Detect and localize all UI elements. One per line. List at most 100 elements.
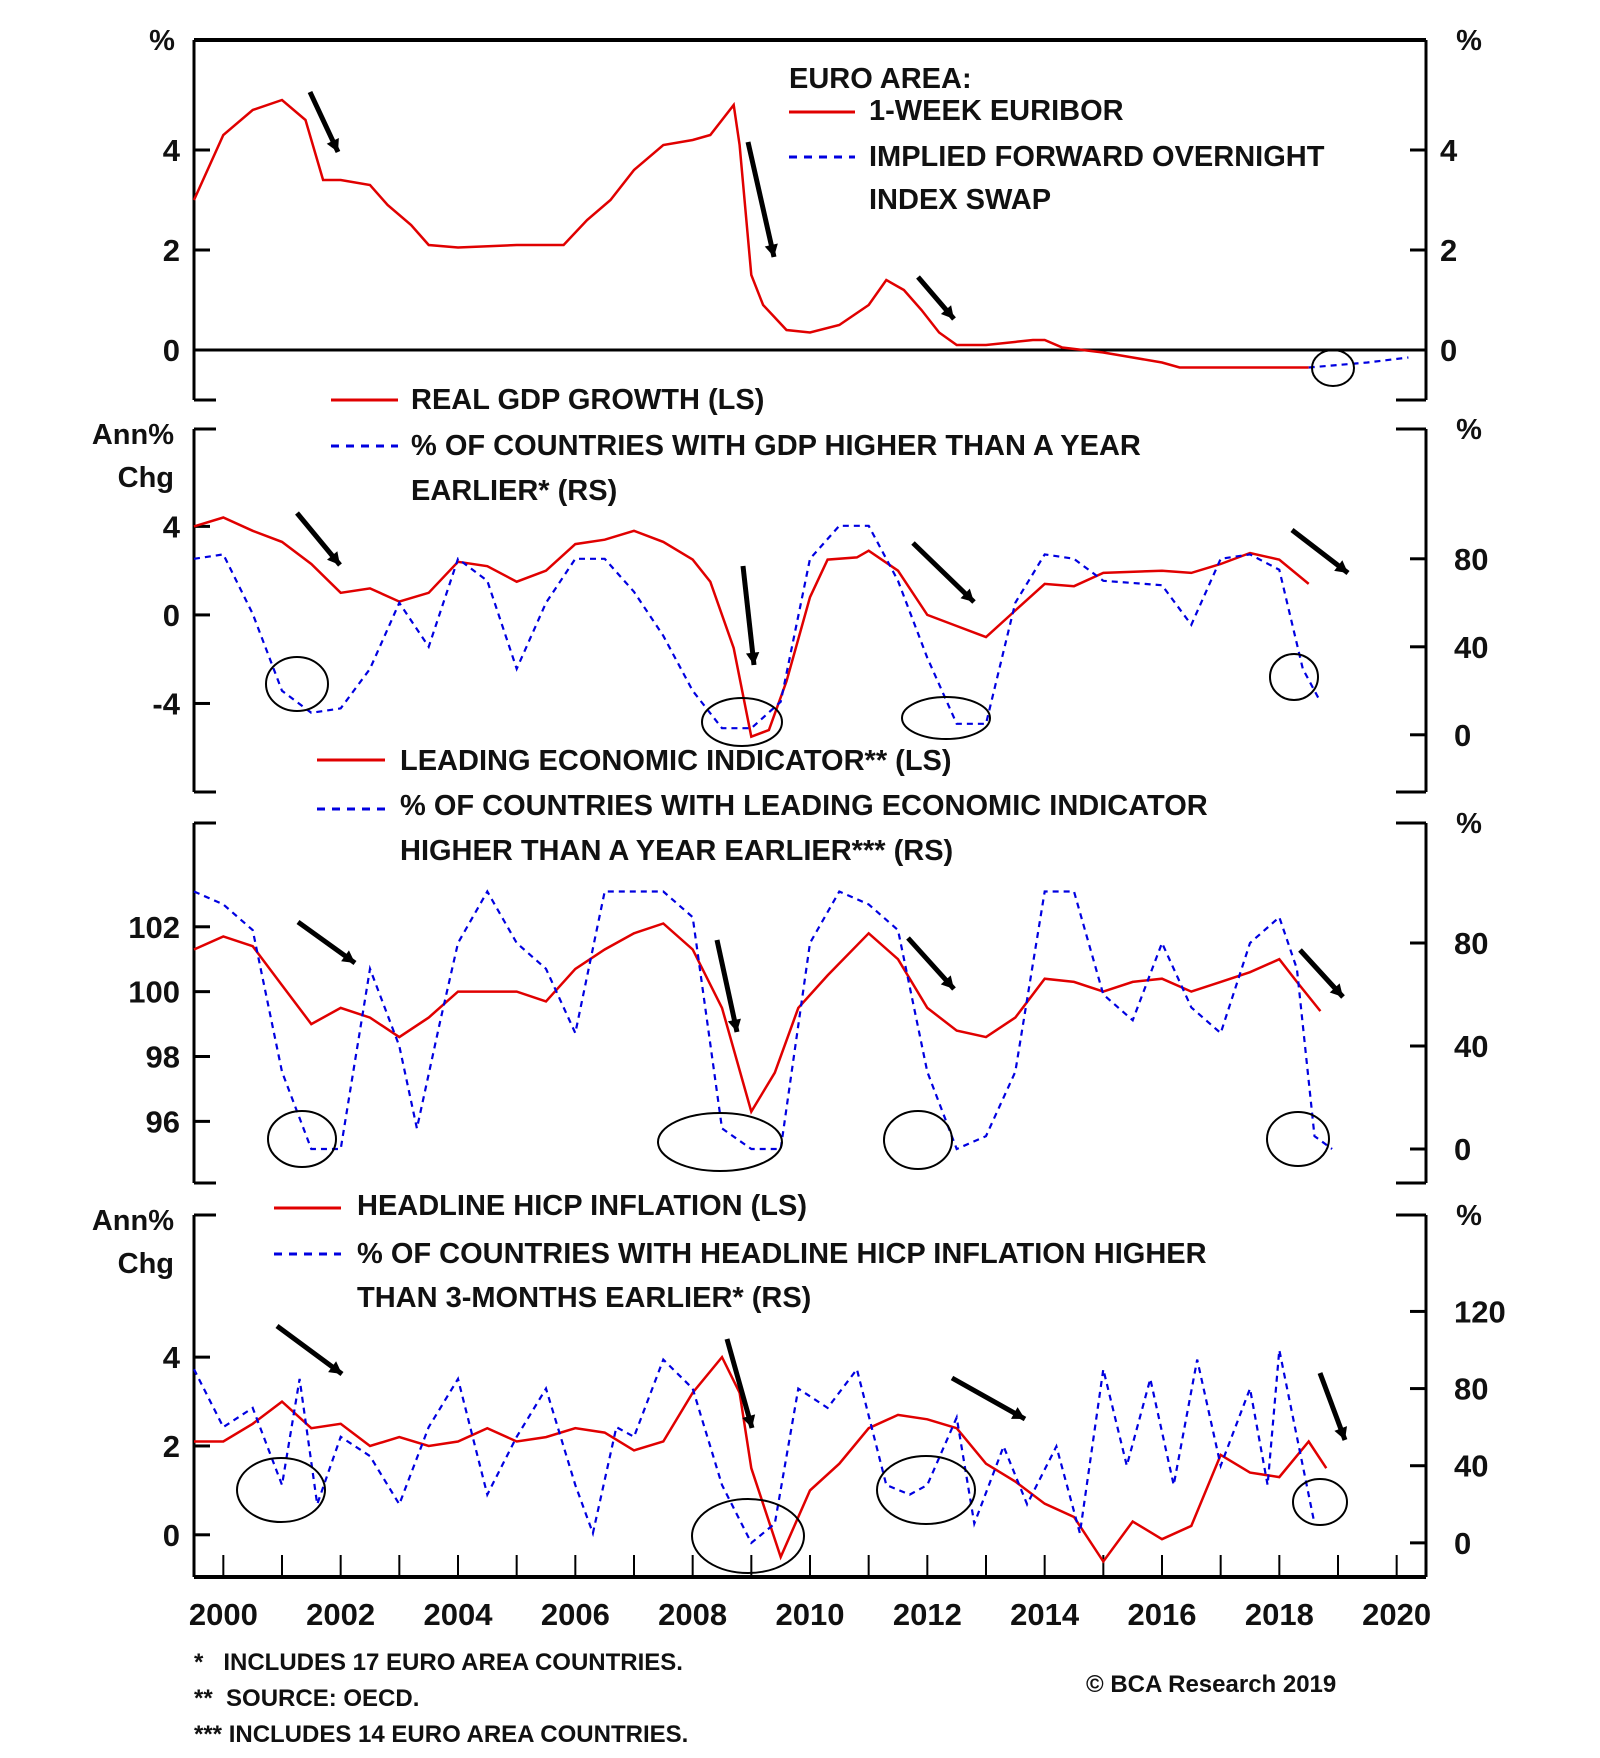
series-line-red bbox=[192, 98, 1309, 369]
legend-label: EARLIER* (RS) bbox=[411, 475, 617, 507]
arrowhead-icon bbox=[326, 551, 340, 565]
panel-hicp bbox=[192, 1206, 1428, 1579]
x-tick-label: 2016 bbox=[1128, 1597, 1197, 1632]
y-tick-label-left: 0 bbox=[163, 598, 180, 633]
x-tick-label: 2020 bbox=[1362, 1597, 1431, 1632]
arrowhead-icon bbox=[742, 1414, 756, 1428]
left-unit-label: Ann% bbox=[92, 1205, 174, 1237]
y-tick-label-right: 40 bbox=[1454, 1029, 1488, 1064]
highlight-circle bbox=[701, 697, 783, 747]
legend-label: REAL GDP GROWTH (LS) bbox=[411, 384, 764, 416]
y-tick-label-left: 4 bbox=[163, 509, 181, 544]
x-tick-label: 2002 bbox=[306, 1597, 375, 1632]
legend-label: INDEX SWAP bbox=[869, 184, 1051, 216]
annotation-arrows bbox=[275, 90, 1350, 1441]
panel-gdp bbox=[192, 398, 1428, 794]
arrowhead-icon bbox=[341, 950, 355, 963]
y-tick-label-right: 80 bbox=[1454, 542, 1488, 577]
arrow-icon bbox=[911, 541, 976, 604]
x-tick-label: 2014 bbox=[1010, 1597, 1080, 1632]
footnote: * INCLUDES 17 EURO AREA COUNTRIES. bbox=[194, 1649, 683, 1676]
arrow-icon bbox=[275, 1323, 344, 1377]
y-tick-label-right: 0 bbox=[1454, 1132, 1471, 1167]
arrowhead-icon bbox=[764, 243, 778, 257]
y-tick-label-left: 102 bbox=[128, 910, 180, 945]
right-unit-label: % bbox=[1456, 414, 1482, 446]
y-tick-label-left: 2 bbox=[163, 1429, 180, 1464]
panel-lei bbox=[192, 758, 1428, 1185]
arrowhead-icon bbox=[328, 1361, 342, 1374]
footnote: *** INCLUDES 14 EURO AREA COUNTRIES. bbox=[194, 1721, 688, 1748]
y-tick-label-left: 4 bbox=[163, 133, 181, 168]
highlight-circle bbox=[1311, 349, 1355, 387]
legend-label: % OF COUNTRIES WITH HEADLINE HICP INFLAT… bbox=[357, 1238, 1207, 1270]
y-tick-label-right: 0 bbox=[1440, 333, 1457, 368]
highlight-circle bbox=[267, 1110, 337, 1168]
y-tick-label-left: 0 bbox=[163, 333, 180, 368]
legend-label: 1-WEEK EURIBOR bbox=[869, 95, 1124, 127]
arrow-icon bbox=[745, 141, 777, 258]
arrowhead-icon bbox=[940, 975, 954, 989]
copyright: © BCA Research 2019 bbox=[1086, 1671, 1336, 1698]
series-line-blue bbox=[193, 889, 1333, 1151]
footnote: ** SOURCE: OECD. bbox=[194, 1685, 419, 1712]
y-tick-label-left: 0 bbox=[163, 1518, 180, 1553]
series-line-blue bbox=[193, 1349, 1316, 1545]
legend-label: HIGHER THAN A YEAR EARLIER*** (RS) bbox=[400, 835, 953, 867]
highlight-circle bbox=[1269, 653, 1319, 701]
legend-label: LEADING ECONOMIC INDICATOR** (LS) bbox=[400, 745, 952, 777]
x-tick-label: 2004 bbox=[424, 1597, 494, 1632]
highlight-circle bbox=[876, 1455, 976, 1525]
y-tick-label-right: 120 bbox=[1454, 1294, 1506, 1329]
arrow-icon bbox=[950, 1375, 1027, 1422]
highlight-circle bbox=[691, 1498, 805, 1574]
y-tick-label-right: 40 bbox=[1454, 630, 1488, 665]
arrowhead-icon bbox=[326, 138, 339, 152]
annotation-circles bbox=[236, 349, 1355, 1574]
arrowhead-icon bbox=[1334, 1426, 1347, 1440]
arrow-icon bbox=[740, 565, 757, 666]
highlight-circle bbox=[883, 1110, 953, 1170]
right-unit-label: % bbox=[1456, 1200, 1482, 1232]
right-unit-label: % bbox=[1456, 808, 1482, 840]
x-tick-label: 2006 bbox=[541, 1597, 610, 1632]
y-tick-label-right: 4 bbox=[1440, 133, 1458, 168]
y-tick-label-left: 100 bbox=[128, 975, 180, 1010]
y-tick-label-left: -4 bbox=[152, 686, 180, 721]
series-line-blue bbox=[1308, 356, 1409, 369]
left-unit-label: % bbox=[149, 25, 175, 57]
y-tick-label-right: 0 bbox=[1454, 718, 1471, 753]
arrowhead-icon bbox=[1334, 560, 1348, 573]
legend-label: IMPLIED FORWARD OVERNIGHT bbox=[869, 141, 1325, 173]
legend-title: EURO AREA: bbox=[789, 63, 972, 95]
x-tick-label: 2018 bbox=[1245, 1597, 1314, 1632]
x-tick-label: 2012 bbox=[893, 1597, 962, 1632]
y-tick-label-left: 2 bbox=[163, 233, 180, 268]
highlight-circle bbox=[657, 1112, 783, 1172]
series-line-red bbox=[193, 516, 1310, 739]
highlight-circle bbox=[265, 656, 329, 712]
x-tick-label: 2000 bbox=[189, 1597, 258, 1632]
y-tick-label-right: 40 bbox=[1454, 1449, 1488, 1484]
arrowhead-icon bbox=[745, 652, 760, 665]
y-tick-label-right: 0 bbox=[1454, 1526, 1471, 1561]
x-tick-label: 2010 bbox=[776, 1597, 845, 1632]
y-tick-label-left: 98 bbox=[146, 1040, 180, 1075]
highlight-circle bbox=[1292, 1478, 1348, 1526]
highlight-circle bbox=[236, 1457, 326, 1523]
y-tick-label-right: 2 bbox=[1440, 233, 1457, 268]
series-line-blue bbox=[193, 524, 1322, 730]
left-unit-label: Chg bbox=[118, 1248, 174, 1280]
left-unit-label: Chg bbox=[118, 462, 174, 494]
y-tick-label-left: 4 bbox=[163, 1340, 181, 1375]
legend-label: % OF COUNTRIES WITH LEADING ECONOMIC IND… bbox=[400, 790, 1208, 822]
y-tick-label-right: 80 bbox=[1454, 926, 1488, 961]
legend-label: % OF COUNTRIES WITH GDP HIGHER THAN A YE… bbox=[411, 430, 1141, 462]
arrowhead-icon bbox=[940, 305, 954, 319]
highlight-circle bbox=[1266, 1111, 1330, 1167]
legend-label: HEADLINE HICP INFLATION (LS) bbox=[357, 1190, 807, 1222]
left-unit-label: Ann% bbox=[92, 419, 174, 451]
arrowhead-icon bbox=[1011, 1407, 1025, 1419]
arrow-icon bbox=[714, 939, 740, 1033]
